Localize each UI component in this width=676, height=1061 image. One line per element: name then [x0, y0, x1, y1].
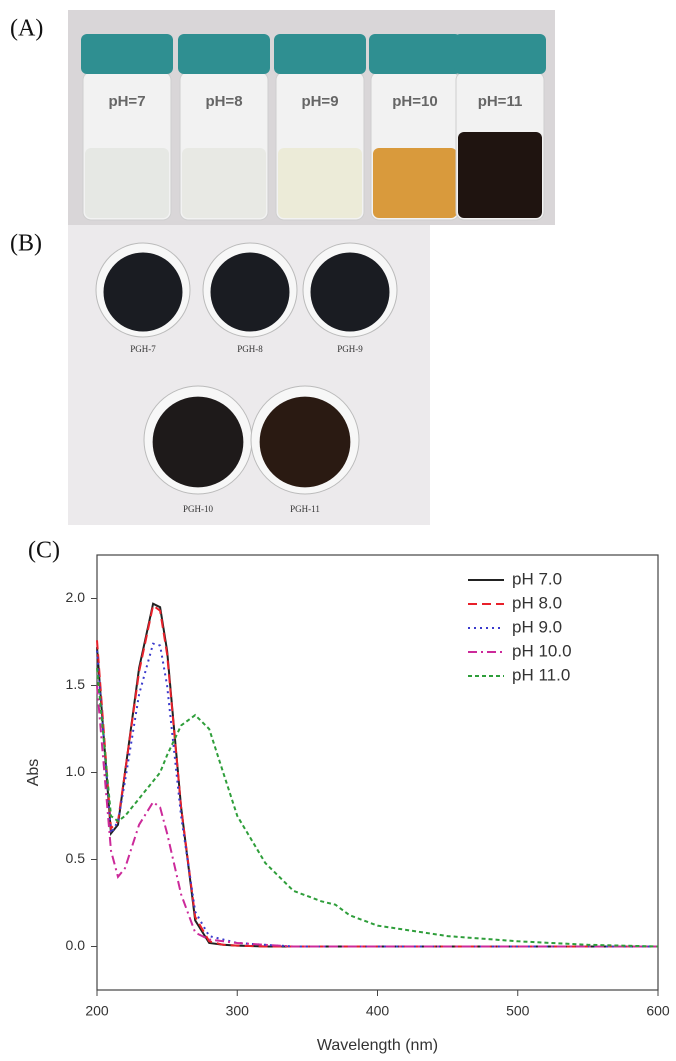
y-tick-label: 0.0	[66, 937, 86, 953]
vial-cap	[454, 34, 546, 74]
vial-cap	[81, 34, 173, 74]
vial-cap	[274, 34, 366, 74]
dish-label: PGH-8	[237, 344, 263, 354]
dish-sample	[311, 253, 390, 332]
vial-liquid	[373, 148, 457, 218]
legend-label: pH 10.0	[512, 641, 572, 660]
legend-label: pH 11.0	[512, 665, 570, 684]
x-axis-label: Wavelength (nm)	[317, 1037, 438, 1054]
dish-sample	[211, 253, 290, 332]
vial-label: pH=9	[301, 93, 338, 110]
legend-label: pH 7.0	[512, 569, 562, 588]
vial-label: pH=11	[478, 93, 523, 110]
x-tick-label: 400	[366, 1003, 390, 1019]
dish-label: PGH-10	[183, 504, 214, 514]
dish-sample	[260, 397, 351, 488]
x-tick-label: 300	[226, 1003, 250, 1019]
vial-liquid	[85, 148, 169, 218]
vial-cap	[369, 34, 461, 74]
dish-label: PGH-9	[337, 344, 363, 354]
x-tick-label: 500	[506, 1003, 530, 1019]
vial-label: pH=10	[392, 93, 437, 110]
panel-label: (B)	[10, 231, 42, 257]
vial-cap	[178, 34, 270, 74]
vial-liquid	[278, 148, 362, 218]
vial-liquid	[458, 132, 542, 218]
dish-label: PGH-7	[130, 344, 156, 354]
vial-label: pH=7	[108, 93, 145, 110]
y-tick-label: 2.0	[66, 589, 86, 605]
dish-sample	[104, 253, 183, 332]
y-tick-label: 0.5	[66, 850, 86, 866]
y-axis-label: Abs	[25, 759, 42, 787]
dish-sample	[153, 397, 244, 488]
x-tick-label: 200	[85, 1003, 109, 1019]
page: (A) (B) (C) pH=7 pH=8 pH=9 pH=10 pH=11 PGH-7 P…	[0, 0, 676, 1061]
panel-label: (A)	[10, 16, 43, 42]
panel-label: (C)	[28, 538, 60, 564]
vial-liquid	[182, 148, 266, 218]
legend-label: pH 8.0	[512, 593, 562, 612]
x-tick-label: 600	[646, 1003, 670, 1019]
y-tick-label: 1.5	[66, 676, 86, 692]
legend-label: pH 9.0	[512, 617, 562, 636]
series-line	[97, 644, 658, 947]
plot-frame	[97, 555, 658, 990]
dish-label: PGH-11	[290, 504, 320, 514]
y-tick-label: 1.0	[66, 763, 86, 779]
figure: (A) (B) (C) pH=7 pH=8 pH=9 pH=10 pH=11 PGH-7 P…	[0, 0, 676, 1061]
vial-label: pH=8	[205, 93, 242, 110]
